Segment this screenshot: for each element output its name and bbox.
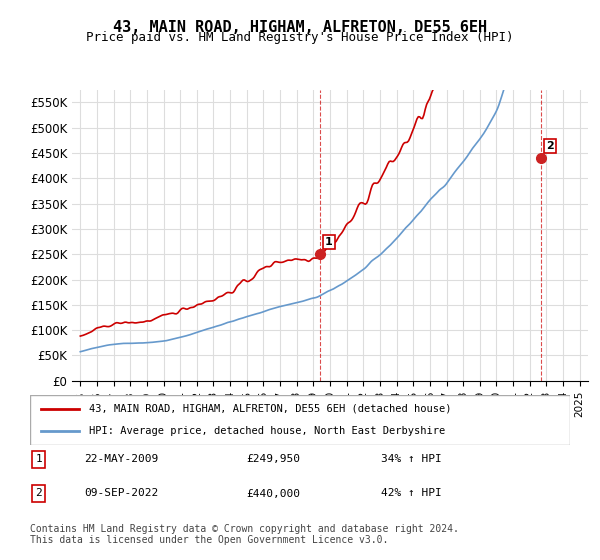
- FancyBboxPatch shape: [30, 395, 570, 445]
- Text: 1: 1: [325, 237, 332, 247]
- Text: 22-MAY-2009: 22-MAY-2009: [84, 454, 158, 464]
- Text: Price paid vs. HM Land Registry's House Price Index (HPI): Price paid vs. HM Land Registry's House …: [86, 31, 514, 44]
- Text: £249,950: £249,950: [246, 454, 300, 464]
- Text: 43, MAIN ROAD, HIGHAM, ALFRETON, DE55 6EH (detached house): 43, MAIN ROAD, HIGHAM, ALFRETON, DE55 6E…: [89, 404, 452, 414]
- Text: 09-SEP-2022: 09-SEP-2022: [84, 488, 158, 498]
- Text: 2: 2: [35, 488, 42, 498]
- Text: 34% ↑ HPI: 34% ↑ HPI: [381, 454, 442, 464]
- Text: 1: 1: [35, 454, 42, 464]
- Text: £440,000: £440,000: [246, 488, 300, 498]
- Text: 42% ↑ HPI: 42% ↑ HPI: [381, 488, 442, 498]
- Text: 2: 2: [546, 141, 554, 151]
- Text: HPI: Average price, detached house, North East Derbyshire: HPI: Average price, detached house, Nort…: [89, 426, 446, 436]
- Text: 43, MAIN ROAD, HIGHAM, ALFRETON, DE55 6EH: 43, MAIN ROAD, HIGHAM, ALFRETON, DE55 6E…: [113, 20, 487, 35]
- Text: Contains HM Land Registry data © Crown copyright and database right 2024.
This d: Contains HM Land Registry data © Crown c…: [30, 524, 459, 545]
